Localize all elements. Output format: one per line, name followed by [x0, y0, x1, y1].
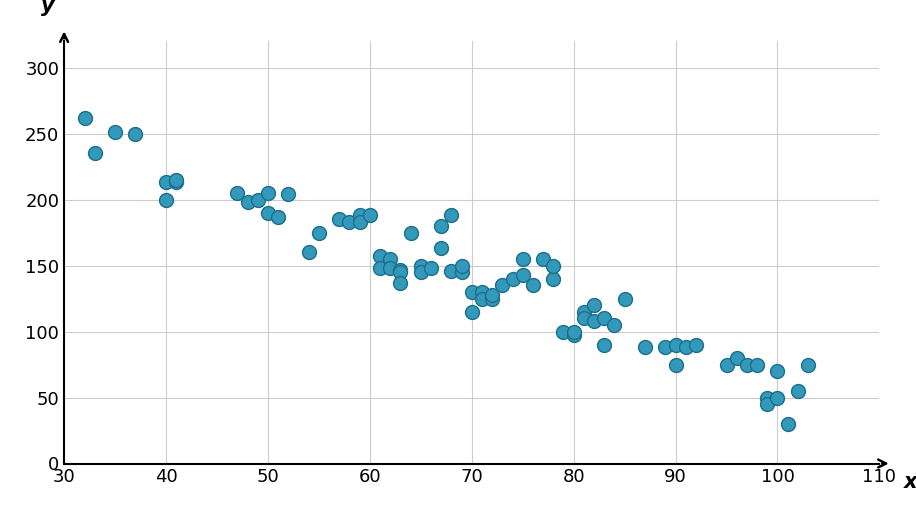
- Point: [169, 176, 183, 184]
- Point: [749, 360, 764, 369]
- Point: [342, 218, 356, 226]
- Point: [638, 344, 652, 352]
- Point: [454, 262, 469, 270]
- Point: [536, 255, 551, 263]
- Point: [87, 149, 102, 158]
- Point: [729, 354, 744, 362]
- Point: [556, 328, 571, 336]
- Point: [485, 295, 499, 303]
- Point: [301, 248, 316, 256]
- Point: [413, 262, 428, 270]
- Point: [423, 264, 438, 272]
- Point: [505, 274, 519, 283]
- Point: [158, 178, 173, 186]
- Point: [566, 328, 581, 336]
- Point: [658, 344, 672, 352]
- Point: [668, 360, 682, 369]
- Point: [373, 264, 387, 272]
- Point: [393, 279, 408, 287]
- Point: [464, 288, 479, 296]
- Point: [495, 281, 509, 289]
- Point: [363, 211, 377, 219]
- Point: [607, 321, 622, 329]
- Point: [403, 229, 418, 237]
- Point: [413, 268, 428, 276]
- Point: [546, 262, 561, 270]
- Point: [689, 340, 703, 349]
- Point: [719, 360, 734, 369]
- Point: [240, 198, 255, 207]
- Point: [353, 218, 367, 226]
- Point: [230, 189, 245, 197]
- Point: [383, 255, 398, 263]
- Point: [668, 340, 682, 349]
- Point: [780, 420, 795, 428]
- Point: [597, 340, 612, 349]
- Point: [454, 268, 469, 276]
- Point: [586, 317, 601, 325]
- Point: [526, 281, 540, 289]
- Point: [617, 295, 632, 303]
- Point: [576, 307, 591, 316]
- Point: [474, 295, 489, 303]
- Point: [516, 271, 530, 279]
- Point: [393, 268, 408, 276]
- Point: [353, 211, 367, 219]
- Point: [250, 196, 265, 204]
- Point: [128, 129, 143, 138]
- Point: [516, 255, 530, 263]
- Point: [485, 290, 499, 299]
- Point: [770, 393, 785, 402]
- Point: [566, 331, 581, 339]
- Point: [158, 196, 173, 204]
- Point: [760, 393, 775, 402]
- Point: [597, 314, 612, 322]
- Point: [393, 265, 408, 273]
- Point: [444, 211, 459, 219]
- Text: x: x: [904, 472, 916, 492]
- Point: [281, 190, 296, 198]
- Point: [760, 400, 775, 408]
- Point: [271, 213, 286, 221]
- Point: [770, 367, 785, 375]
- Point: [791, 387, 805, 395]
- Point: [679, 344, 693, 352]
- Point: [77, 114, 92, 122]
- Point: [801, 360, 815, 369]
- Point: [383, 264, 398, 272]
- Point: [586, 301, 601, 309]
- Point: [108, 128, 123, 136]
- Point: [739, 360, 754, 369]
- Point: [169, 178, 183, 186]
- Text: y: y: [41, 0, 55, 16]
- Point: [373, 252, 387, 261]
- Point: [444, 267, 459, 275]
- Point: [464, 307, 479, 316]
- Point: [260, 209, 275, 217]
- Point: [434, 244, 449, 252]
- Point: [546, 274, 561, 283]
- Point: [434, 222, 449, 230]
- Point: [576, 314, 591, 322]
- Point: [332, 215, 346, 224]
- Point: [260, 189, 275, 197]
- Point: [311, 229, 326, 237]
- Point: [474, 288, 489, 296]
